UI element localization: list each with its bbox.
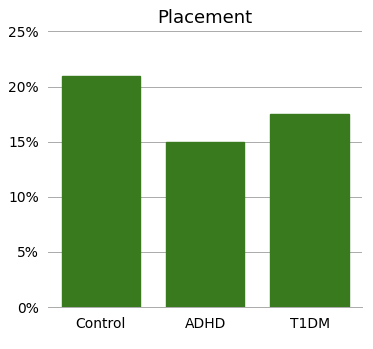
Title: Placement: Placement xyxy=(157,9,253,27)
Bar xyxy=(62,75,140,307)
Bar xyxy=(270,114,349,307)
Bar xyxy=(166,142,244,307)
